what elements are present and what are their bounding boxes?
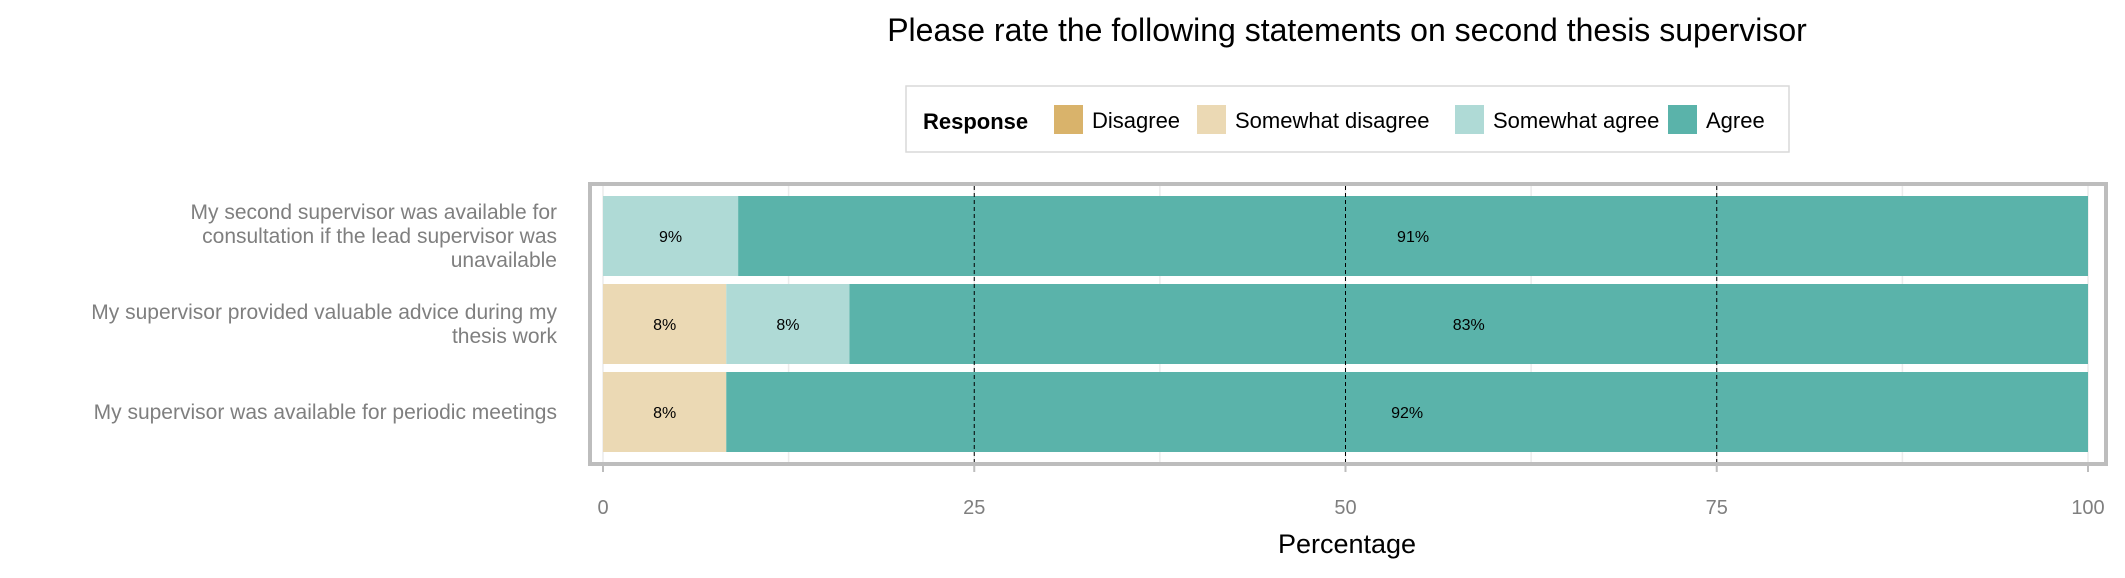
x-tick-label: 75 (1706, 497, 1728, 519)
bar-segment (726, 284, 850, 364)
data-label: 9% (659, 229, 682, 246)
legend: Response Disagree Somewhat disagree Somewh… (905, 85, 1790, 153)
legend-swatch (1197, 105, 1226, 134)
data-label: 8% (653, 405, 676, 422)
data-label: 92% (1391, 405, 1423, 422)
data-label: 83% (1453, 317, 1485, 334)
legend-swatch (1054, 105, 1083, 134)
x-tick-label: 50 (1334, 497, 1356, 519)
x-tick-label: 100 (2071, 497, 2104, 519)
bar-segment (603, 284, 727, 364)
x-tick-label: 25 (963, 497, 985, 519)
x-tick-label: 0 (597, 497, 608, 519)
legend-swatch (1668, 105, 1697, 134)
legend-label: Somewhat disagree (1235, 108, 1429, 133)
bar-segment (726, 372, 2088, 452)
data-label: 8% (776, 317, 799, 334)
category-label: consultation if the lead supervisor was (202, 225, 557, 248)
category-label: My supervisor was available for periodic… (94, 401, 557, 424)
legend-box (905, 85, 1790, 153)
legend-title: Response (923, 109, 1028, 134)
category-labels: My second supervisor was available forco… (91, 201, 557, 424)
legend-swatch (1455, 105, 1484, 134)
data-label: 8% (653, 317, 676, 334)
bar-segment (603, 372, 727, 452)
category-label: thesis work (452, 325, 558, 348)
legend-label: Somewhat agree (1493, 108, 1659, 133)
category-label: My supervisor provided valuable advice d… (91, 301, 557, 324)
x-axis-ticks: 0 25 50 75 100 (597, 466, 2105, 519)
x-axis-title: Percentage (1278, 529, 1416, 559)
chart-title: Please rate the following statements on … (887, 12, 1807, 48)
bar-segment (849, 284, 2088, 364)
legend-label: Disagree (1092, 108, 1180, 133)
bar-segment (738, 196, 2088, 276)
reference-lines (973, 186, 1718, 462)
legend-label: Agree (1706, 108, 1765, 133)
bar-segment (603, 196, 739, 276)
data-label: 91% (1397, 229, 1429, 246)
legend-items: Disagree Somewhat disagree Somewhat agree A… (1054, 105, 1765, 134)
category-label: My second supervisor was available for (191, 201, 558, 224)
bars: 9% 91% 8% 8% 83% 8% 92% (603, 196, 2088, 452)
category-label: unavailable (451, 249, 557, 272)
